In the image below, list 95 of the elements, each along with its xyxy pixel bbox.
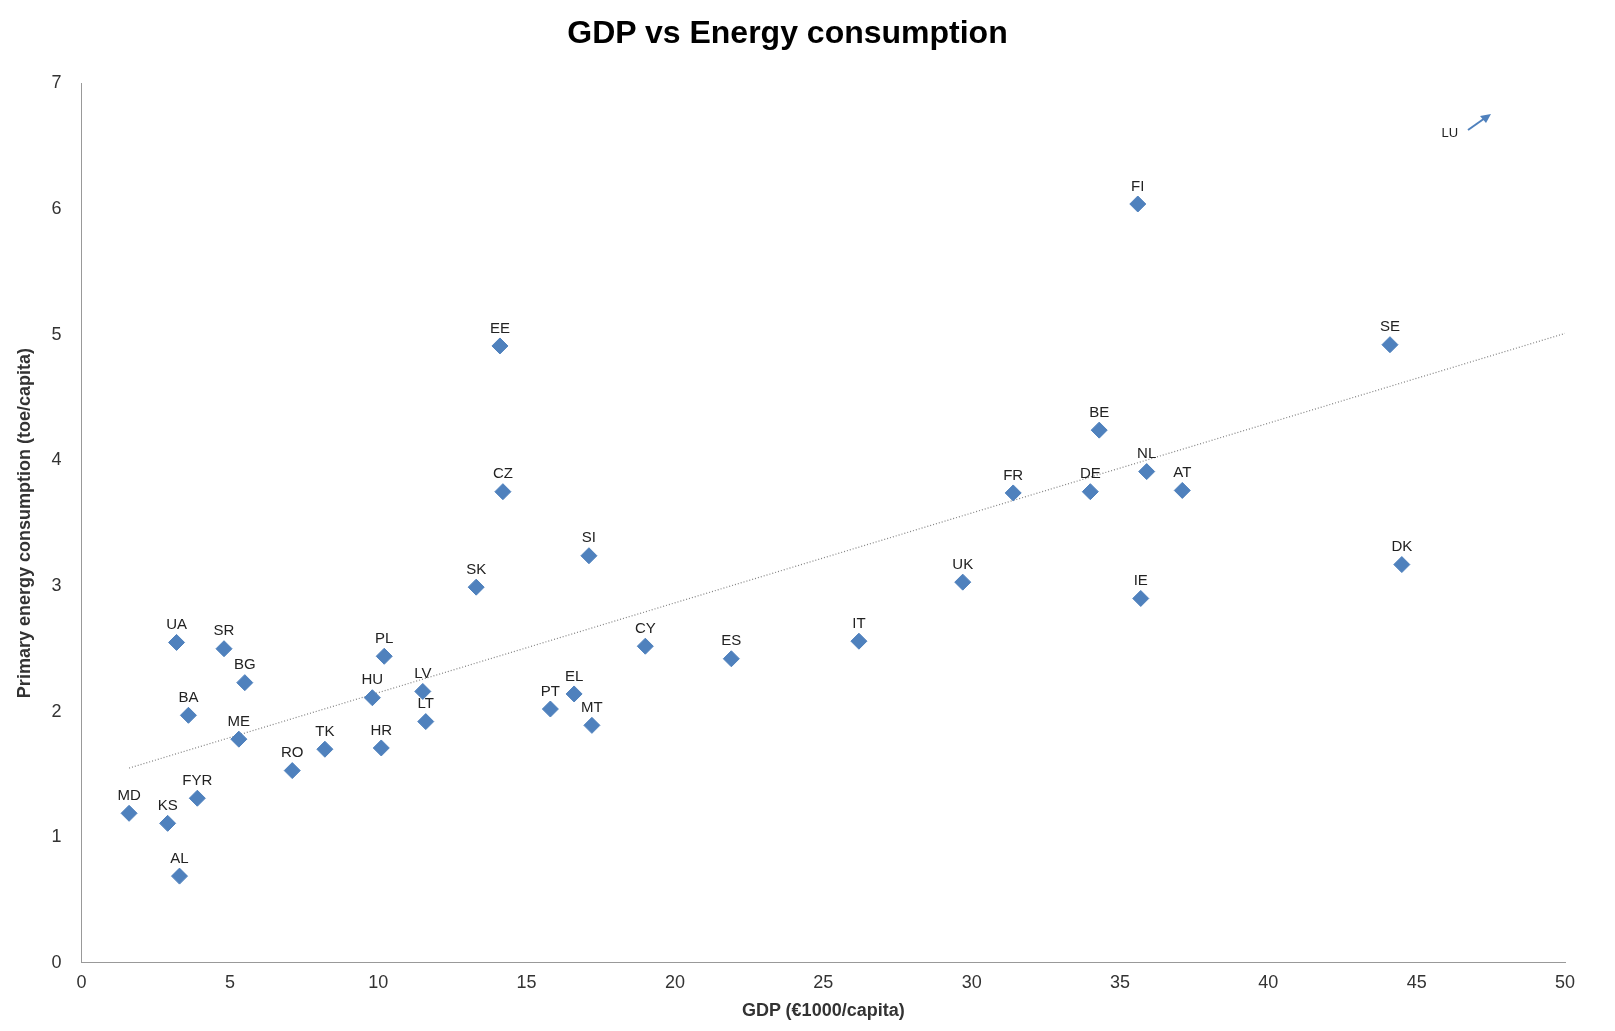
series-label: SK (466, 559, 487, 577)
series-label: TK (315, 721, 335, 739)
series-label: NL (1137, 444, 1157, 462)
series-label: PL (375, 628, 394, 646)
point (179, 706, 197, 724)
series-label: LT (417, 694, 434, 712)
series-label: DK (1391, 537, 1413, 555)
series-label: DE (1079, 464, 1101, 482)
point (1081, 483, 1099, 501)
point (541, 700, 559, 718)
point (1173, 481, 1191, 499)
series-label: SE (1379, 317, 1400, 335)
y-tick-label: 1 (51, 826, 62, 847)
series-label: AL (170, 848, 189, 866)
x-tick-label: 45 (1406, 971, 1427, 992)
point (583, 716, 601, 734)
series-label: PT (540, 681, 560, 699)
point (580, 547, 598, 565)
y-tick-label: 2 (51, 700, 62, 721)
point (1004, 484, 1022, 502)
y-tick-label: 5 (51, 323, 62, 344)
point (494, 483, 512, 501)
series-label: EL (564, 666, 584, 684)
point (363, 689, 381, 707)
series-label: CZ (492, 464, 513, 482)
series-label: UK (952, 554, 974, 572)
point (372, 739, 390, 757)
series-label: BG (233, 655, 256, 673)
series-label: IT (852, 613, 866, 631)
point (375, 647, 393, 665)
point (1381, 336, 1399, 354)
y-tick-label: 0 (51, 951, 62, 972)
point (1129, 195, 1147, 213)
series-label: KS (157, 795, 178, 813)
point (467, 578, 485, 596)
series-label: HR (370, 720, 393, 738)
x-tick-label: 40 (1258, 971, 1279, 992)
chart-title: GDP vs Energy consumption (567, 14, 1008, 51)
series-label: CY (634, 618, 656, 636)
y-tick-label: 6 (51, 198, 62, 218)
point (168, 633, 186, 651)
point (215, 640, 233, 658)
series-label: LV (414, 664, 432, 682)
x-tick-label: 30 (961, 971, 982, 992)
series-label: SR (213, 621, 235, 639)
series-label: FYR (182, 770, 213, 788)
point (954, 573, 972, 591)
series-label: BA (178, 687, 199, 705)
point (1090, 421, 1108, 439)
series-label: EE (489, 318, 510, 336)
point (120, 804, 138, 822)
point (283, 762, 301, 780)
series-label: UA (166, 615, 187, 633)
point (414, 682, 432, 700)
series-label: HU (361, 670, 384, 688)
point (159, 814, 177, 832)
series-label: IE (1133, 571, 1148, 589)
x-tick-label: 10 (368, 971, 389, 992)
point (722, 650, 740, 668)
x-tick-label: 20 (664, 971, 685, 992)
series-label: ME (227, 711, 251, 729)
point (565, 685, 583, 703)
point (636, 637, 654, 655)
x-tick-label: 50 (1554, 971, 1576, 992)
y-axis-title: Primary energy consumption (toe/capita) (13, 348, 34, 699)
x-tick-label: 35 (1109, 971, 1130, 992)
point (236, 674, 254, 692)
point (1138, 463, 1156, 481)
series-label: AT (1173, 463, 1192, 481)
series-label: BE (1089, 402, 1110, 420)
point (850, 632, 868, 650)
series-label: ES (721, 631, 742, 649)
point (316, 740, 334, 758)
point (491, 337, 509, 355)
series-label: SI (581, 528, 597, 546)
point (230, 730, 248, 748)
y-tick-label: 7 (51, 72, 62, 93)
series-label: FI (1131, 176, 1145, 194)
x-tick-label: 5 (224, 971, 235, 992)
point (1393, 556, 1411, 574)
point (171, 867, 189, 885)
x-tick-label: 15 (516, 971, 537, 992)
point (1132, 589, 1150, 607)
series-label: MT (581, 698, 603, 715)
point (417, 713, 435, 731)
annotation: LU (1441, 125, 1459, 141)
y-tick-label: 3 (51, 574, 62, 595)
series-label: FR (1003, 465, 1024, 483)
x-tick-label: 25 (813, 971, 834, 992)
y-tick-label: 4 (51, 449, 62, 470)
series-label: RO (281, 743, 304, 761)
point (188, 789, 206, 807)
x-axis-title: GDP (€1000/capita) (741, 1000, 905, 1021)
x-tick-label: 0 (76, 971, 87, 992)
series-label: MD (117, 785, 141, 803)
